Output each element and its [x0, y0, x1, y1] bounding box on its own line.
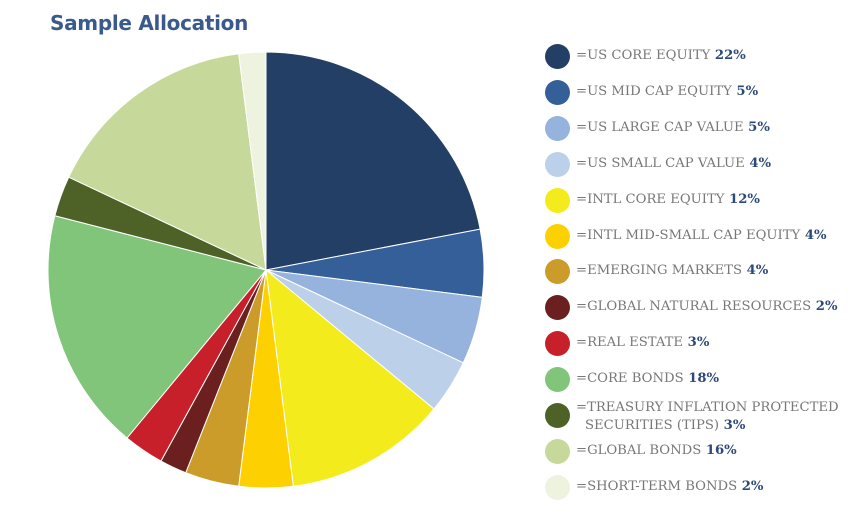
legend-prefix: = — [576, 442, 588, 458]
pie-slice-core-bonds — [47, 215, 267, 439]
legend-item: =US CORE EQUITY 22% — [545, 41, 860, 71]
legend-percent: 2% — [811, 299, 838, 315]
legend-label: TREASURY INFLATION PROTECTED — [587, 400, 839, 415]
legend-item: =INTL CORE EQUITY 12% — [545, 185, 860, 215]
legend-percent: 4% — [742, 263, 769, 279]
legend-text: =EMERGING MARKETS 4% — [576, 262, 860, 280]
legend-swatch — [545, 44, 570, 69]
legend-item: =CORE BONDS 18% — [545, 364, 860, 394]
legend-prefix: = — [576, 400, 588, 415]
legend-text: =INTL CORE EQUITY 12% — [576, 191, 860, 209]
legend-swatch — [545, 474, 570, 500]
legend-item: =US SMALL CAP VALUE 4% — [545, 149, 860, 179]
legend-text: =CORE BONDS 18% — [576, 370, 860, 388]
legend-prefix: = — [576, 371, 588, 387]
legend-item: =GLOBAL NATURAL RESOURCES 2% — [545, 292, 860, 322]
legend-item: =GLOBAL BONDS 16% — [545, 436, 860, 466]
legend-swatch — [545, 367, 570, 393]
pie-slice-short-term-bonds — [238, 51, 267, 271]
legend-swatch — [545, 79, 570, 105]
legend-label: GLOBAL BONDS — [587, 442, 702, 458]
legend-text: =GLOBAL BONDS 16% — [576, 442, 860, 460]
legend-swatch — [545, 403, 570, 428]
legend-item: =REAL ESTATE 3% — [545, 328, 860, 358]
pie-slice-us-core-equity — [265, 51, 481, 271]
legend-item: =US LARGE CAP VALUE 5% — [545, 113, 860, 143]
legend-label: INTL MID-SMALL CAP EQUITY — [587, 227, 801, 243]
legend-item: =SHORT-TERM BONDS 2% — [545, 472, 860, 502]
legend-swatch — [545, 187, 570, 213]
legend-percent: 3% — [683, 335, 710, 351]
legend-prefix: = — [576, 191, 588, 207]
legend-percent: 12% — [724, 191, 760, 207]
legend-item: =INTL MID-SMALL CAP EQUITY 4% — [545, 221, 860, 251]
legend-swatch — [545, 295, 570, 321]
legend-label: SHORT-TERM BONDS — [587, 478, 738, 494]
legend-label: US MID CAP EQUITY — [587, 83, 732, 99]
legend-prefix: = — [576, 335, 588, 351]
legend-label: GLOBAL NATURAL RESOURCES — [587, 299, 812, 315]
legend-label: CORE BONDS — [587, 371, 684, 387]
legend-text: =SHORT-TERM BONDS 2% — [576, 478, 860, 496]
legend-prefix: = — [576, 227, 588, 243]
legend-percent: 18% — [683, 371, 720, 387]
legend-text: =INTL MID-SMALL CAP EQUITY 4% — [576, 227, 860, 245]
legend-text: =GLOBAL NATURAL RESOURCES 2% — [576, 298, 860, 316]
legend-prefix: = — [576, 48, 588, 63]
legend-percent: 2% — [737, 478, 764, 494]
legend-label: US CORE EQUITY — [587, 48, 711, 63]
legend-label: US LARGE CAP VALUE — [587, 119, 744, 135]
pie-slice-intl-core-equity — [265, 268, 435, 487]
legend-text: =REAL ESTATE 3% — [576, 334, 860, 352]
legend-swatch — [545, 115, 570, 141]
pie-chart — [47, 51, 485, 489]
legend-prefix: = — [576, 299, 588, 315]
legend-prefix: = — [576, 263, 588, 279]
legend-item: =TREASURY INFLATION PROTECTED SECURITIES … — [545, 400, 860, 433]
legend-percent: 4% — [744, 155, 772, 171]
legend-swatch — [545, 331, 570, 357]
legend-percent: 5% — [731, 83, 759, 99]
legend-label: INTL CORE EQUITY — [587, 191, 725, 207]
legend-prefix: = — [576, 155, 588, 171]
legend-prefix: = — [576, 119, 588, 135]
legend-prefix: = — [576, 83, 588, 99]
legend-item: =EMERGING MARKETS 4% — [545, 256, 860, 286]
legend-swatch — [545, 151, 570, 177]
legend-percent: 4% — [800, 227, 827, 243]
legend-label: SECURITIES (TIPS) — [585, 418, 720, 433]
legend-swatch — [545, 438, 570, 464]
legend-text: =US SMALL CAP VALUE 4% — [576, 155, 860, 173]
legend-percent: 22% — [710, 48, 746, 63]
legend-percent: 5% — [743, 119, 770, 135]
legend-swatch — [545, 259, 570, 285]
legend-label: US SMALL CAP VALUE — [587, 155, 745, 171]
legend-percent: 16% — [701, 442, 737, 458]
legend-text: =TREASURY INFLATION PROTECTED SECURITIES … — [576, 399, 860, 435]
legend-text: =US MID CAP EQUITY 5% — [576, 83, 860, 101]
legend-swatch — [545, 223, 570, 249]
legend-item: =US MID CAP EQUITY 5% — [545, 77, 860, 107]
legend-text: =US LARGE CAP VALUE 5% — [576, 119, 860, 137]
legend-text: =US CORE EQUITY 22% — [576, 47, 860, 65]
chart-title: Sample Allocation — [50, 11, 249, 35]
pie-slice-global-bonds — [68, 53, 267, 271]
legend-percent: 3% — [719, 418, 746, 433]
legend-label: REAL ESTATE — [587, 335, 684, 351]
legend-label: EMERGING MARKETS — [587, 263, 743, 279]
legend-prefix: = — [576, 478, 588, 494]
